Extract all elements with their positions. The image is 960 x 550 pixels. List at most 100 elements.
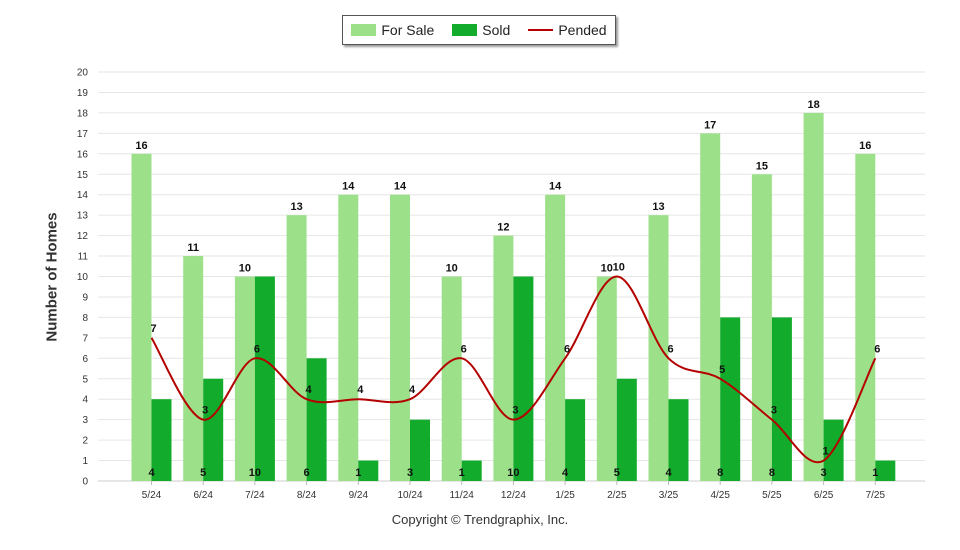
pended-line bbox=[150, 275, 877, 464]
y-tick-label: 19 bbox=[77, 88, 89, 99]
data-label-sold: 10 bbox=[249, 467, 261, 479]
data-label-sold: 6 bbox=[304, 467, 310, 479]
y-tick-label: 3 bbox=[82, 415, 88, 426]
legend-label-pended: Pended bbox=[558, 22, 607, 38]
x-tick-label: 11/24 bbox=[450, 490, 475, 501]
y-tick-label: 6 bbox=[82, 354, 88, 365]
x-tick-label: 7/25 bbox=[866, 490, 886, 501]
data-label-for-sale: 14 bbox=[394, 181, 407, 193]
data-label-for-sale: 14 bbox=[549, 181, 562, 193]
bar-for-sale bbox=[390, 194, 410, 481]
bar-sold bbox=[720, 317, 741, 481]
data-label-sold: 8 bbox=[769, 467, 775, 479]
y-tick-label: 8 bbox=[82, 313, 88, 324]
data-label-for-sale: 13 bbox=[652, 201, 664, 213]
y-tick-label: 12 bbox=[77, 231, 89, 242]
x-tick-label: 2/25 bbox=[607, 490, 627, 501]
data-label-pended: 4 bbox=[357, 384, 364, 396]
data-label-sold: 5 bbox=[200, 467, 206, 479]
bar-for-sale bbox=[286, 215, 307, 481]
data-label-pended: 3 bbox=[512, 405, 518, 417]
y-tick-label: 2 bbox=[82, 436, 88, 447]
data-label-pended: 3 bbox=[771, 405, 777, 417]
y-tick-label: 9 bbox=[82, 292, 88, 303]
y-tick-label: 4 bbox=[82, 395, 88, 406]
bar-for-sale bbox=[751, 174, 772, 481]
y-tick-label: 20 bbox=[77, 68, 89, 79]
y-tick-label: 0 bbox=[82, 477, 88, 488]
copyright-footer: Copyright © Trendgraphix, Inc. bbox=[391, 512, 569, 527]
data-label-pended: 10 bbox=[613, 262, 625, 274]
data-label-sold: 3 bbox=[407, 467, 413, 479]
data-label-sold: 4 bbox=[665, 467, 672, 479]
data-label-for-sale: 18 bbox=[807, 99, 819, 111]
data-label-sold: 4 bbox=[148, 467, 155, 479]
data-label-pended: 6 bbox=[564, 343, 570, 355]
x-tick-label: 10/24 bbox=[397, 490, 422, 501]
y-tick-label: 18 bbox=[77, 108, 89, 119]
bar-for-sale bbox=[131, 153, 152, 482]
x-tick-label: 4/25 bbox=[710, 490, 730, 501]
y-tick-label: 14 bbox=[77, 190, 89, 201]
y-tick-label: 11 bbox=[78, 252, 89, 263]
x-tick-label: 12/24 bbox=[501, 490, 526, 501]
bar-for-sale bbox=[183, 256, 204, 481]
bar-sold bbox=[461, 460, 482, 481]
x-tick-label: 7/24 bbox=[245, 490, 265, 501]
x-tick-label: 5/24 bbox=[142, 490, 162, 501]
data-label-sold: 1 bbox=[872, 467, 878, 479]
x-tick-label: 8/24 bbox=[297, 490, 317, 501]
y-tick-label: 15 bbox=[77, 170, 89, 181]
bar-sold bbox=[616, 378, 637, 481]
bar-for-sale bbox=[545, 194, 566, 481]
bar-for-sale bbox=[441, 276, 462, 481]
data-label-pended: 5 bbox=[719, 364, 725, 376]
y-tick-label: 7 bbox=[82, 333, 88, 344]
data-label-pended: 3 bbox=[202, 405, 208, 417]
bar-sold bbox=[513, 276, 534, 481]
bar-for-sale bbox=[855, 153, 876, 482]
data-label-for-sale: 13 bbox=[290, 201, 302, 213]
data-label-for-sale: 12 bbox=[497, 222, 509, 234]
bar-sold bbox=[875, 460, 896, 481]
bar-for-sale bbox=[596, 276, 617, 481]
data-label-sold: 8 bbox=[717, 467, 723, 479]
bar-sold bbox=[668, 399, 689, 481]
legend-item-sold: Sold bbox=[452, 22, 510, 38]
data-label-sold: 1 bbox=[459, 467, 465, 479]
x-tick-label: 5/25 bbox=[762, 490, 782, 501]
legend-item-pended: Pended bbox=[528, 22, 607, 38]
bar-for-sale bbox=[803, 112, 824, 482]
data-label-pended: 1 bbox=[823, 446, 829, 458]
y-tick-label: 13 bbox=[77, 211, 89, 222]
legend-swatch-pended bbox=[528, 29, 554, 31]
x-tick-label: 6/24 bbox=[193, 490, 213, 501]
legend-swatch-for-sale bbox=[351, 24, 377, 36]
data-label-sold: 5 bbox=[614, 467, 620, 479]
data-label-for-sale: 16 bbox=[859, 140, 871, 152]
data-label-sold: 4 bbox=[562, 467, 569, 479]
bar-for-sale bbox=[493, 235, 514, 481]
bar-sold bbox=[410, 419, 430, 481]
y-tick-label: 17 bbox=[77, 129, 89, 140]
data-label-sold: 10 bbox=[507, 467, 519, 479]
x-tick-label: 6/25 bbox=[814, 490, 834, 501]
bar-sold bbox=[358, 460, 379, 481]
data-label-pended: 7 bbox=[150, 323, 156, 335]
data-label-for-sale: 10 bbox=[446, 263, 458, 275]
data-label-for-sale: 16 bbox=[135, 140, 147, 152]
y-tick-label: 1 bbox=[82, 456, 88, 467]
bar-for-sale bbox=[338, 194, 359, 481]
bar-for-sale bbox=[234, 276, 255, 481]
data-label-pended: 4 bbox=[306, 384, 313, 396]
bar-for-sale bbox=[700, 133, 721, 481]
bar-sold bbox=[565, 399, 586, 481]
x-tick-label: 3/25 bbox=[659, 490, 679, 501]
data-label-pended: 6 bbox=[874, 343, 880, 355]
bar-sold bbox=[254, 276, 275, 481]
x-tick-label: 9/24 bbox=[349, 490, 369, 501]
y-axis-label: Number of Homes bbox=[43, 212, 61, 342]
data-label-pended: 6 bbox=[667, 343, 673, 355]
y-tick-label: 10 bbox=[77, 272, 89, 283]
